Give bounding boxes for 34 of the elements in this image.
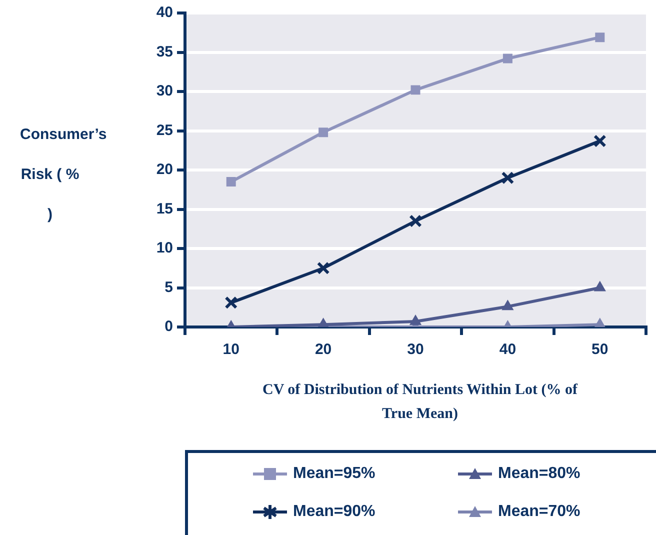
x-tick-label: 40 — [499, 341, 516, 358]
x-tick-label: 20 — [314, 341, 332, 358]
y-tick-label: 30 — [156, 82, 173, 100]
x-tick-label: 30 — [407, 341, 424, 358]
y-tick-label: 10 — [156, 240, 173, 257]
point — [410, 85, 420, 95]
y-tick-label: 5 — [164, 278, 173, 296]
point — [316, 262, 330, 275]
point — [226, 177, 236, 187]
point — [502, 300, 514, 310]
point — [410, 315, 422, 326]
text: Consumer’s Risk ( % ) — [20, 126, 107, 223]
y-tick-label: 40 — [156, 4, 173, 22]
point — [594, 281, 606, 292]
y-tick-label: 15 — [156, 200, 173, 218]
y-tick-label: 0 — [164, 318, 173, 336]
x-axis-title: CV of Distribution of Nutrients Within Lot (% of True Mean) — [261, 381, 579, 424]
point — [409, 214, 422, 228]
legend-label: Mean=90% — [293, 503, 376, 521]
legend-label: Mean=80% — [498, 465, 580, 483]
point — [502, 54, 512, 64]
x-tick-label: 50 — [592, 341, 608, 358]
point — [318, 128, 328, 138]
y-tick-label: 20 — [156, 161, 173, 178]
legend-label: Mean=70% — [498, 503, 580, 521]
y-tick-label: 35 — [156, 43, 173, 60]
legend-label: Mean=95% — [293, 465, 376, 483]
y-tick-label: 25 — [156, 122, 173, 139]
point — [593, 134, 606, 148]
point — [501, 171, 514, 184]
point — [595, 32, 605, 42]
point — [594, 318, 606, 327]
x-tick-label: 10 — [222, 341, 240, 358]
point — [224, 296, 238, 310]
